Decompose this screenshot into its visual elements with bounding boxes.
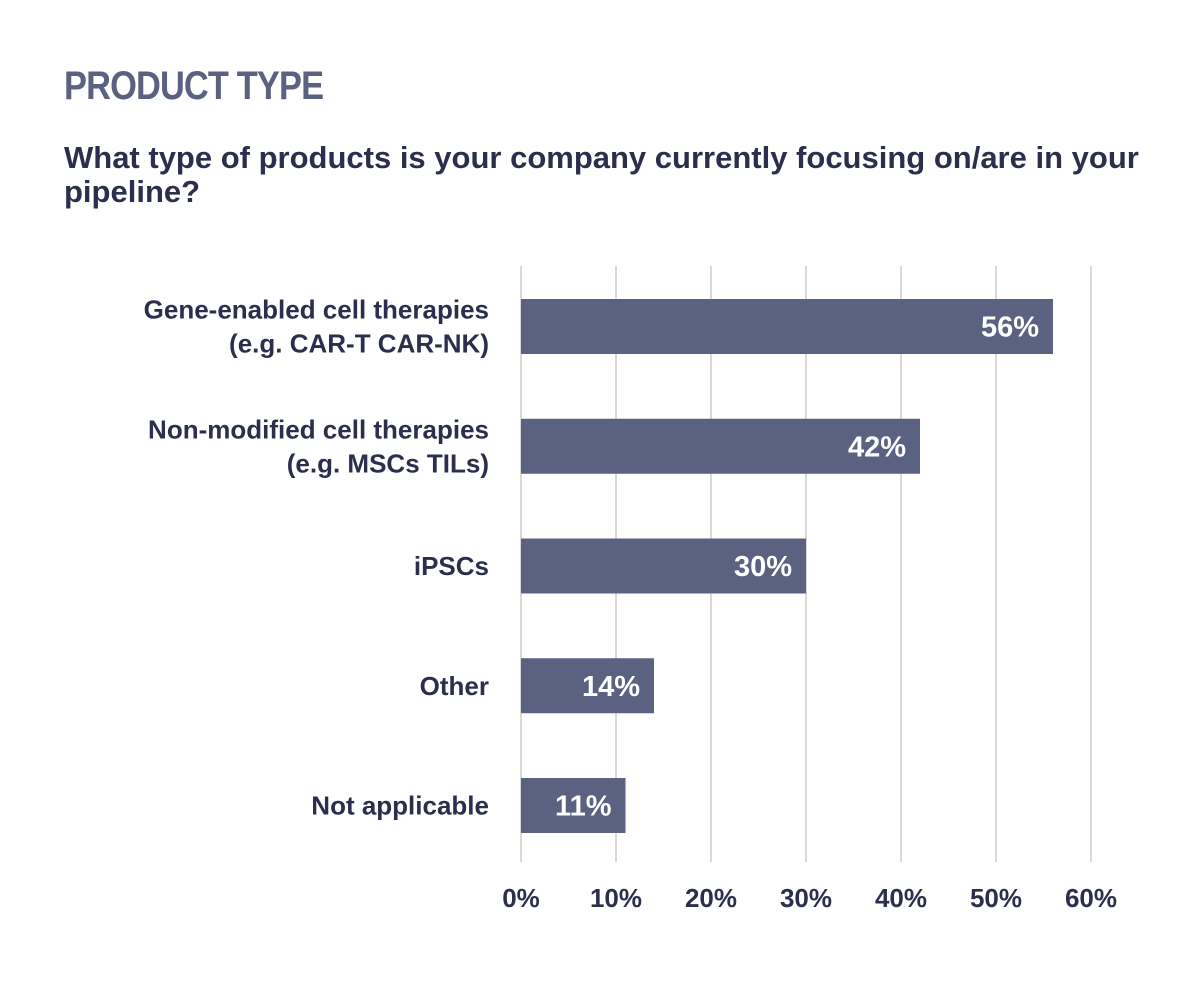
x-tick-label: 30% xyxy=(780,883,832,913)
survey-question: What type of products is your company cu… xyxy=(64,140,1139,209)
bar xyxy=(521,418,920,474)
category-label-line: (e.g. MSCs TILs) xyxy=(287,448,489,478)
chart-heading: PRODUCT TYPE xyxy=(64,64,324,108)
x-tick-label: 0% xyxy=(502,883,540,913)
bar xyxy=(521,299,1053,354)
bar-value-label: 11% xyxy=(555,791,612,823)
category-label-line: iPSCs xyxy=(414,551,489,581)
bar xyxy=(521,778,626,833)
x-tick-label: 20% xyxy=(685,883,737,913)
x-tick-label: 40% xyxy=(875,883,927,913)
bar xyxy=(521,538,806,594)
bar-value-label: 56% xyxy=(981,312,1039,344)
category-label: Not applicable xyxy=(311,791,489,821)
bar-value-label: 42% xyxy=(848,431,906,463)
bars xyxy=(521,299,1053,833)
category-label-line: Non-modified cell therapies xyxy=(148,414,489,444)
category-label-line: Gene-enabled cell therapies xyxy=(144,295,489,325)
category-label: Non-modified cell therapies (e.g. MSCs TI… xyxy=(148,414,489,478)
category-label: iPSCs xyxy=(414,551,489,581)
category-label: Other xyxy=(420,671,489,701)
x-tick-label: 60% xyxy=(1065,883,1117,913)
bar-value-label: 14% xyxy=(582,671,640,703)
category-label-line: Not applicable xyxy=(311,791,489,821)
category-label-line: (e.g. CAR-T CAR-NK) xyxy=(229,329,489,359)
value-labels: 56% 42% 30% 14% 11% xyxy=(555,312,1039,823)
category-label-line: Other xyxy=(420,671,489,701)
category-labels: Gene-enabled cell therapies (e.g. CAR-T C… xyxy=(144,295,489,821)
x-tick-label: 10% xyxy=(590,883,642,913)
x-tick-label: 50% xyxy=(970,883,1022,913)
bar-value-label: 30% xyxy=(734,551,792,583)
category-label: Gene-enabled cell therapies (e.g. CAR-T C… xyxy=(144,295,489,359)
bar xyxy=(521,658,654,714)
x-axis-tick-labels: 0% 10% 20% 30% 40% 50% 60% xyxy=(502,883,1117,913)
